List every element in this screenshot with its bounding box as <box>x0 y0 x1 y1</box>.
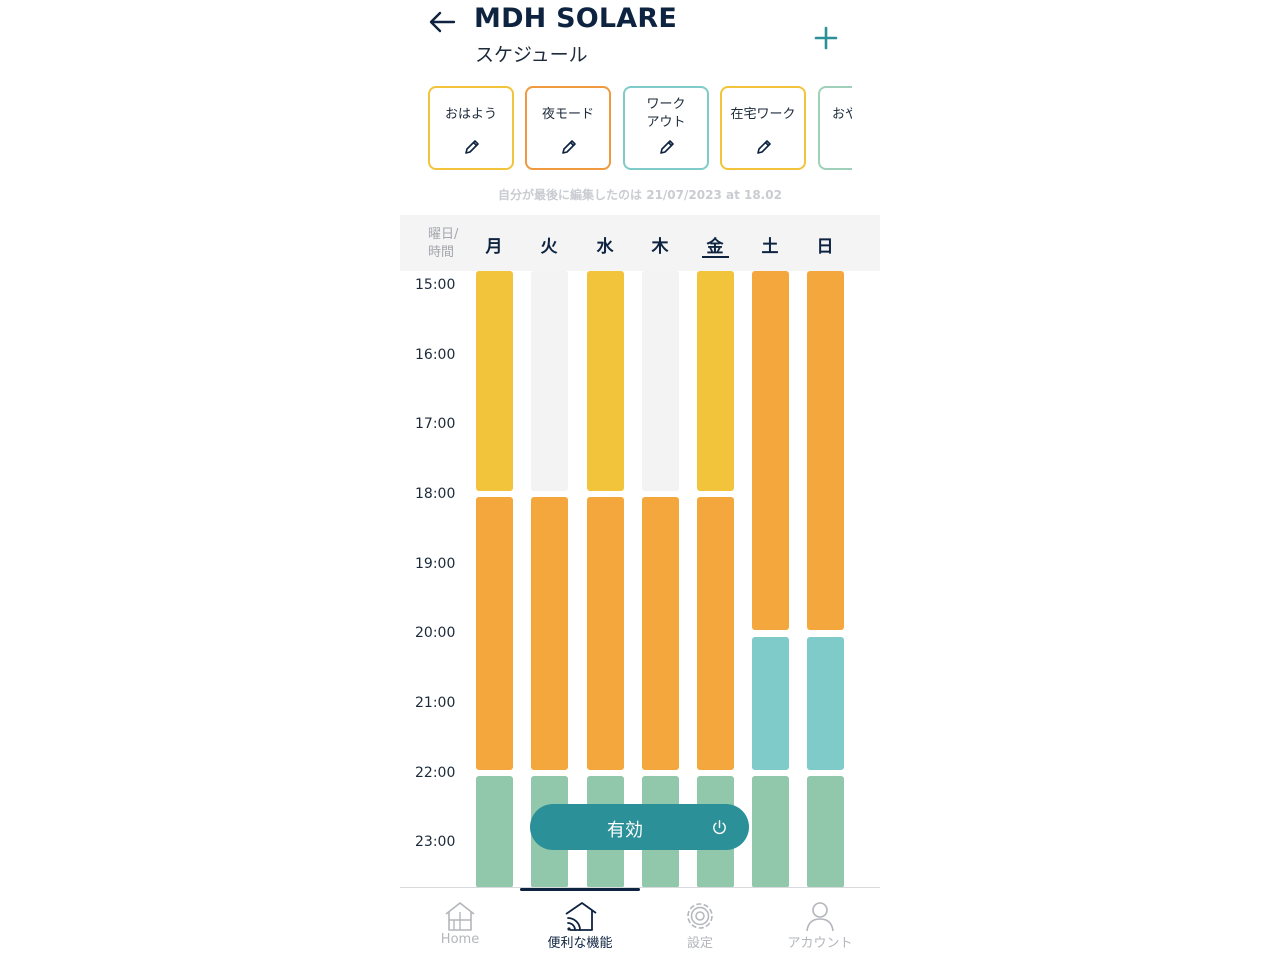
day-thursday[interactable]: 木 <box>651 237 669 257</box>
time-label: 20:00 <box>415 625 456 641</box>
nav-label: 便利な機能 <box>547 936 613 951</box>
add-schedule-icon[interactable] <box>812 24 840 52</box>
nav-account[interactable]: アカウント <box>760 900 880 951</box>
schedule-column <box>642 271 679 888</box>
nav-home[interactable]: Home <box>400 900 520 947</box>
nav-divider <box>400 887 880 888</box>
day-time-label: 曜日/ 時間 <box>428 227 459 260</box>
schedule-column <box>807 271 844 888</box>
page-subtitle: スケジュール <box>475 44 588 66</box>
schedule-block-night[interactable] <box>807 271 844 631</box>
schedule-block-morning[interactable] <box>587 271 624 492</box>
pencil-icon[interactable] <box>560 138 578 156</box>
schedule-block-empty[interactable] <box>642 271 679 492</box>
selected-day-underline <box>702 256 729 258</box>
nav-smart-features[interactable]: 便利な機能 <box>520 900 640 951</box>
last-edited-text: 自分が最後に編集したのは 21/07/2023 at 18.02 <box>498 188 782 202</box>
time-label: 17:00 <box>415 416 456 432</box>
schedule-column <box>476 271 513 888</box>
day-sunday[interactable]: 日 <box>816 237 834 257</box>
preset-label: おはよう <box>444 107 497 122</box>
preset-label: 在宅ワーク <box>730 107 796 122</box>
house-icon <box>445 902 475 931</box>
schedule-block-sleep[interactable] <box>752 775 789 888</box>
nav-active-indicator <box>520 888 640 891</box>
schedule-block-night[interactable] <box>587 497 624 770</box>
gear-icon <box>687 903 713 929</box>
pencil-icon[interactable] <box>755 138 773 156</box>
schedule-block-night[interactable] <box>531 497 568 770</box>
schedule-column <box>587 271 624 888</box>
preset-card[interactable]: 在宅ワーク <box>720 86 806 170</box>
preset-label: ワーク アウト <box>646 97 686 130</box>
preset-label: 夜モード <box>541 107 594 122</box>
pencil-icon[interactable] <box>463 138 481 156</box>
schedule-block-night[interactable] <box>642 497 679 770</box>
back-arrow-icon[interactable] <box>426 6 458 38</box>
schedule-block-morning[interactable] <box>697 271 734 492</box>
preset-card[interactable]: 夜モード <box>525 86 611 170</box>
nav-label: 設定 <box>686 936 713 951</box>
schedule-block-workout[interactable] <box>752 636 789 770</box>
schedule-block-morning[interactable] <box>476 271 513 492</box>
time-label: 15:00 <box>415 277 456 293</box>
schedule-block-night[interactable] <box>697 497 734 770</box>
preset-card[interactable]: おや <box>818 86 852 170</box>
time-label: 16:00 <box>415 347 456 363</box>
time-label: 22:00 <box>415 765 456 781</box>
time-label: 23:00 <box>415 834 456 850</box>
preset-label: おや <box>832 107 852 122</box>
day-monday[interactable]: 月 <box>485 237 503 257</box>
nav-label: アカウント <box>787 936 853 951</box>
preset-card[interactable]: ワーク アウト <box>623 86 709 170</box>
page-title: MDH SOLARE <box>474 3 678 34</box>
schedule-column <box>531 271 568 888</box>
time-label: 18:00 <box>415 486 456 502</box>
day-wednesday[interactable]: 水 <box>596 237 614 257</box>
day-tuesday[interactable]: 火 <box>540 237 558 257</box>
time-label: 19:00 <box>415 556 456 572</box>
user-icon <box>806 902 834 932</box>
nav-settings[interactable]: 設定 <box>640 900 760 951</box>
day-friday[interactable]: 金 <box>706 237 724 257</box>
nav-label: Home <box>440 932 480 947</box>
enable-schedule-button[interactable]: 有効 <box>530 804 749 850</box>
preset-card[interactable]: おはよう <box>428 86 514 170</box>
enable-button-label: 有効 <box>607 820 643 841</box>
day-saturday[interactable]: 土 <box>761 237 779 257</box>
schedule-block-night[interactable] <box>476 497 513 770</box>
smart-home-icon <box>565 902 597 931</box>
schedule-block-night[interactable] <box>752 271 789 631</box>
day-header <box>400 215 880 271</box>
schedule-block-sleep[interactable] <box>476 775 513 888</box>
preset-carousel[interactable]: おはよう 夜モード ワーク アウト 在宅ワーク おや <box>428 86 852 172</box>
schedule-block-empty[interactable] <box>531 271 568 492</box>
power-icon <box>713 820 726 835</box>
schedule-block-workout[interactable] <box>807 636 844 770</box>
schedule-block-sleep[interactable] <box>807 775 844 888</box>
schedule-column <box>752 271 789 888</box>
time-label: 21:00 <box>415 695 456 711</box>
pencil-icon[interactable] <box>658 138 676 156</box>
schedule-column <box>697 271 734 888</box>
